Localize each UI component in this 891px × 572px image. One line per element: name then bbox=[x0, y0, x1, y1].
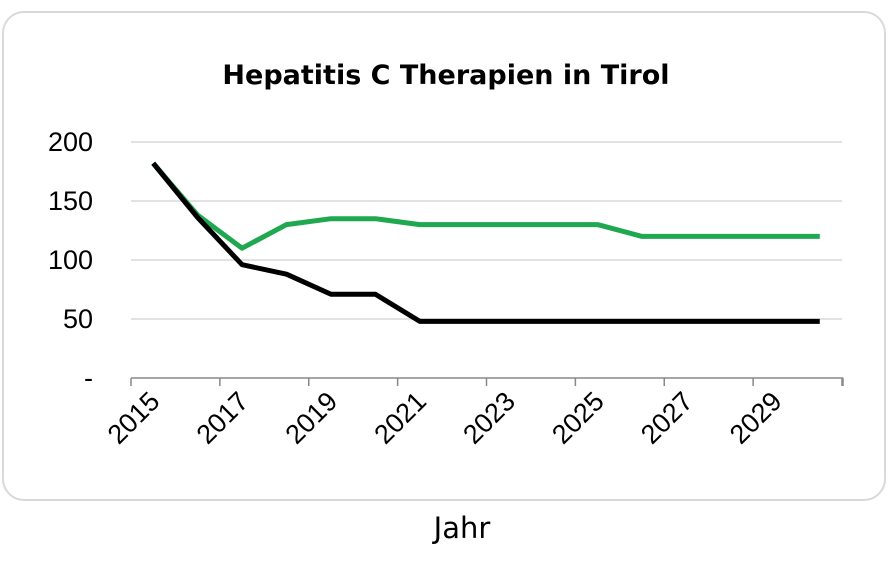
series-line-1 bbox=[151, 161, 820, 251]
gridlines bbox=[131, 141, 842, 320]
x-tick-label: 2019 bbox=[280, 386, 344, 450]
y-tick-label: - bbox=[84, 363, 93, 393]
series-lines bbox=[151, 161, 820, 324]
x-tick-labels: 2015 2017 2019 2021 2023 2025 2027 2029 bbox=[102, 386, 788, 450]
y-tick-label: 200 bbox=[48, 127, 93, 157]
x-tick-label: 2027 bbox=[635, 386, 699, 450]
chart-frame bbox=[2, 11, 886, 501]
y-tick-label: 150 bbox=[48, 186, 93, 216]
x-tick-label: 2025 bbox=[546, 386, 610, 450]
x-axis bbox=[130, 377, 844, 386]
x-axis-label: Jahr bbox=[432, 511, 491, 545]
x-tick-label: 2029 bbox=[724, 386, 788, 450]
x-tick-label: 2015 bbox=[102, 386, 166, 450]
x-tick-label: 2017 bbox=[191, 386, 255, 450]
series-line-2 bbox=[151, 161, 820, 324]
x-tick-label: 2021 bbox=[368, 386, 432, 450]
y-tick-labels: - 50 100 150 200 bbox=[48, 127, 93, 393]
x-tick-label: 2023 bbox=[457, 386, 521, 450]
y-tick-label: 50 bbox=[63, 304, 93, 334]
chart-title: Hepatitis C Therapien in Tirol bbox=[222, 60, 669, 91]
y-tick-label: 100 bbox=[48, 245, 93, 275]
